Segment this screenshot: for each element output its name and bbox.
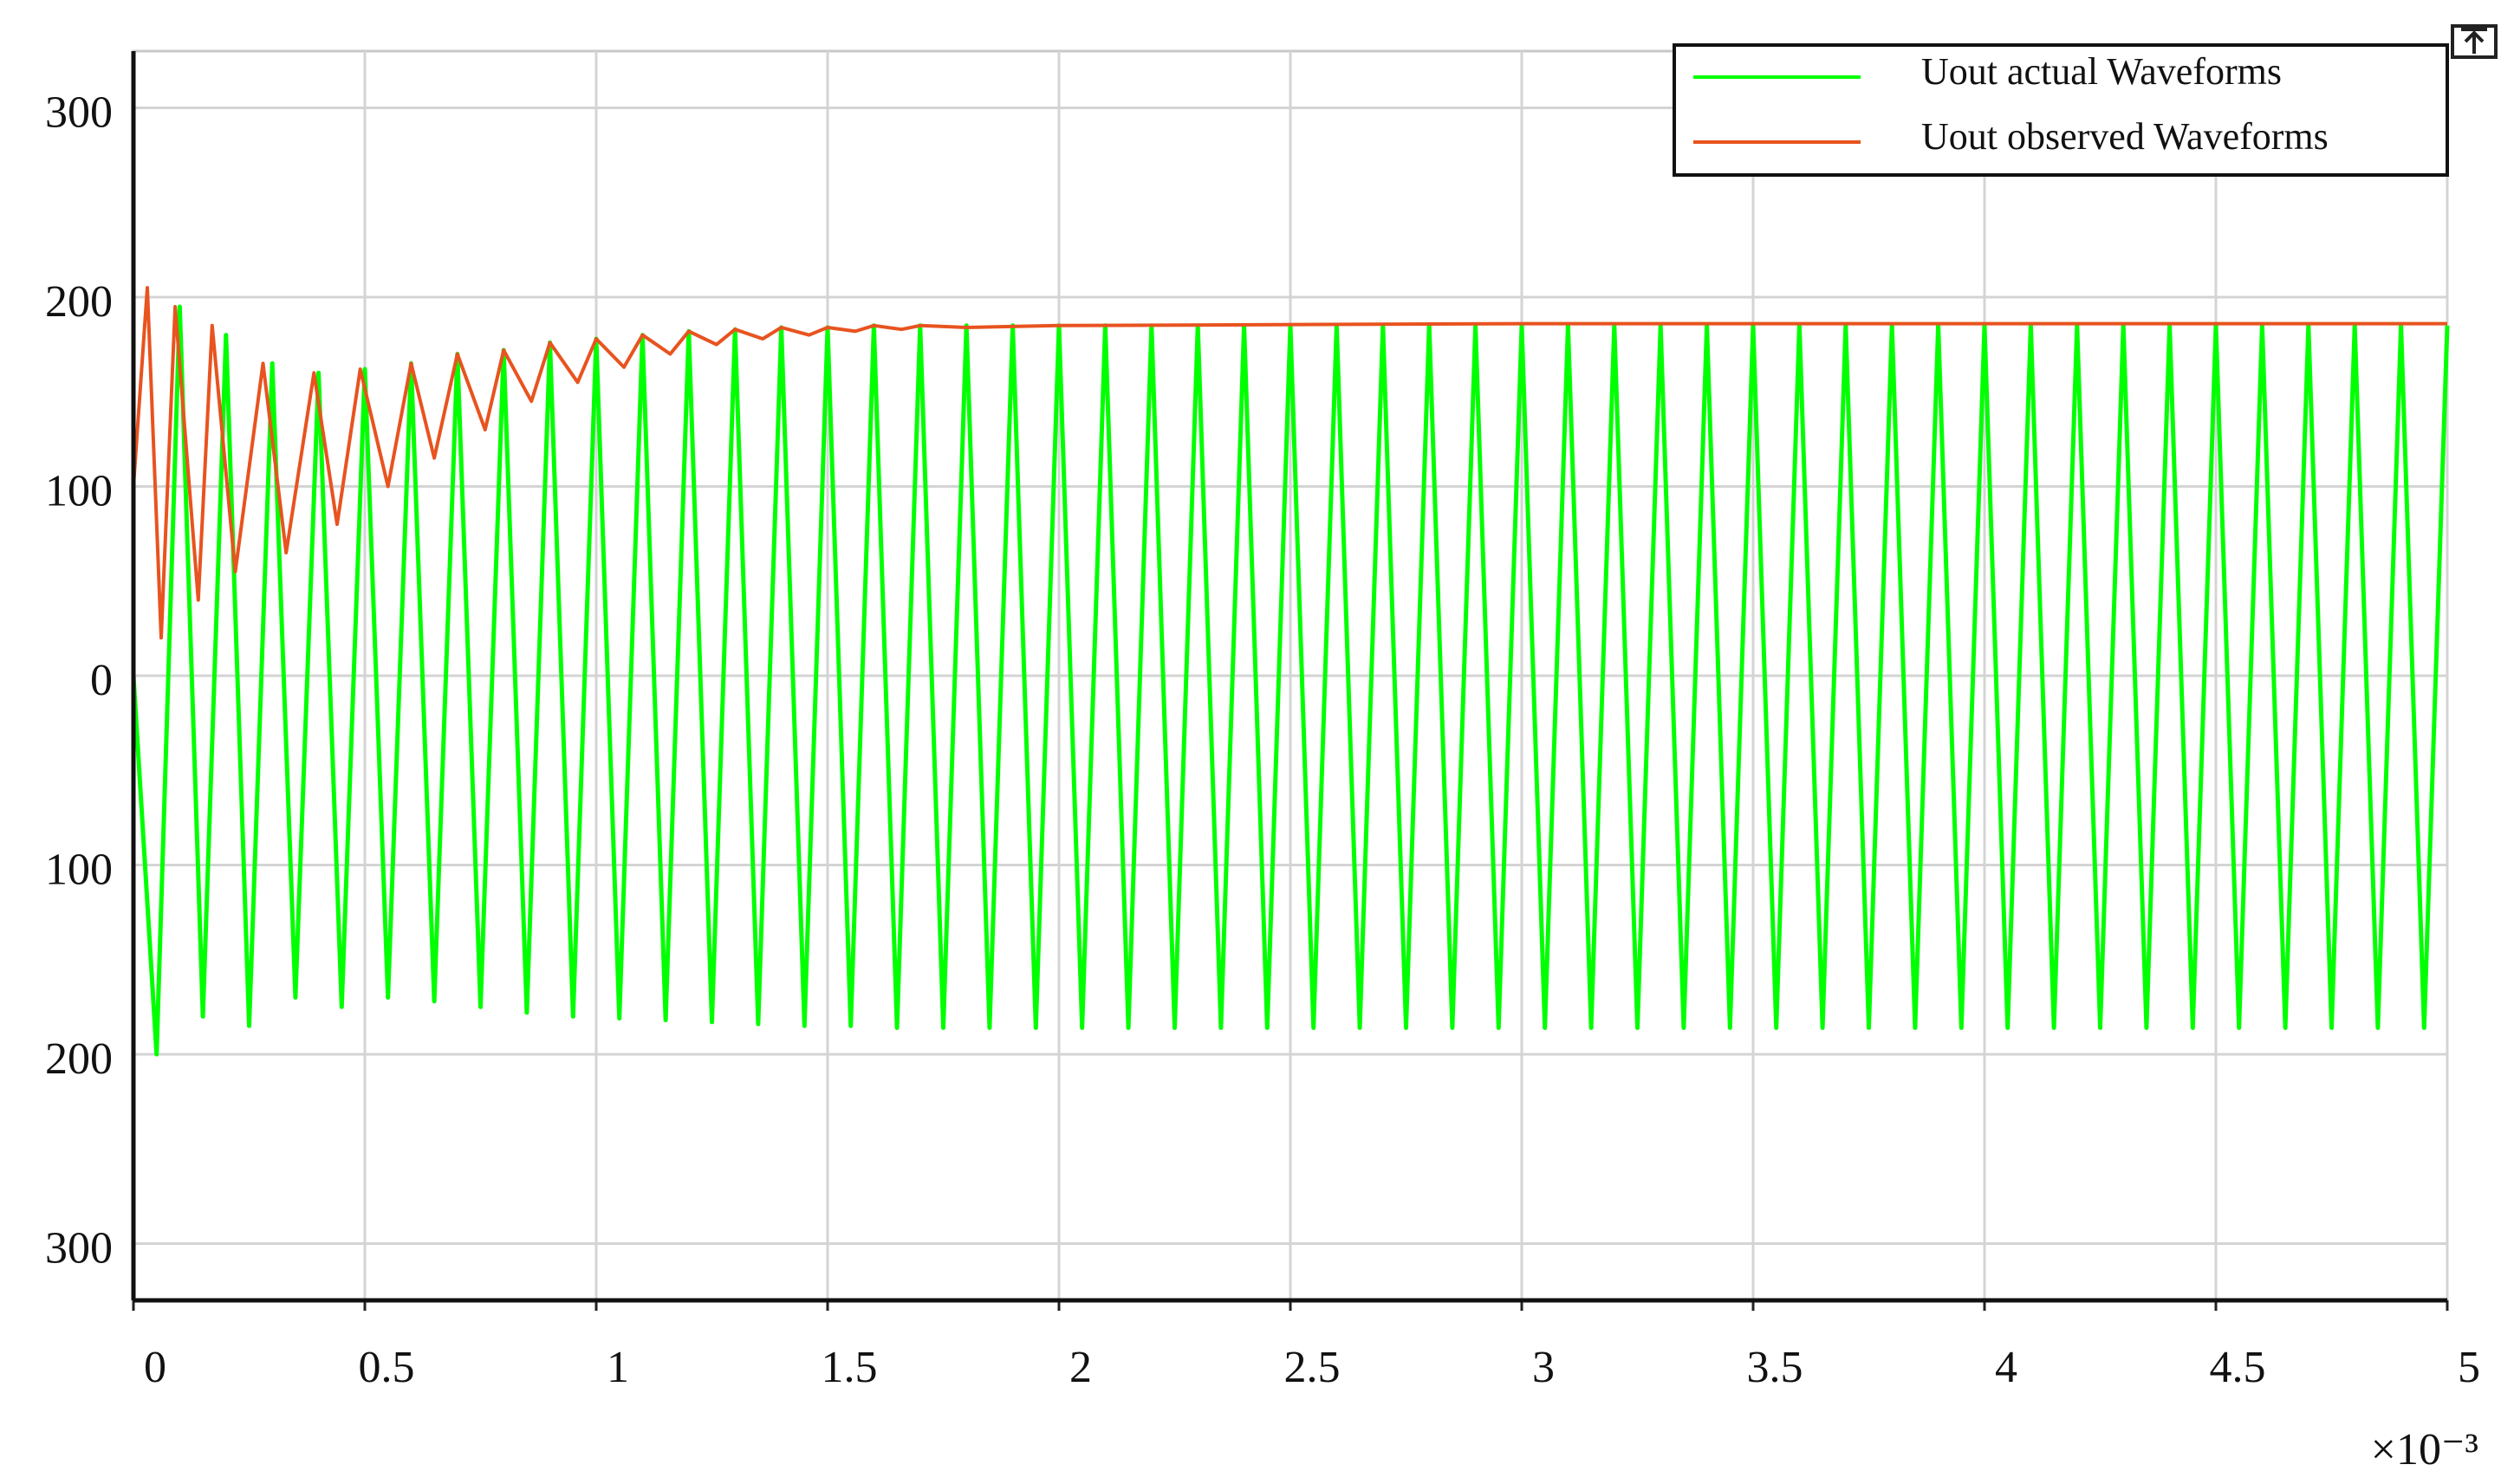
x-tick-label: 0.5	[359, 1343, 415, 1392]
x-tick-label: 0	[144, 1343, 166, 1392]
x-tick-label: 4	[1995, 1343, 2017, 1392]
y-tick-label: 0	[90, 656, 113, 705]
y-tick-label: 300	[45, 87, 113, 137]
x-tick-label: 2.5	[1284, 1343, 1341, 1392]
x-multiplier: ×10⁻³	[2371, 1425, 2478, 1474]
y-tick-label: 100	[45, 845, 113, 894]
x-tick-label: 5	[2458, 1343, 2480, 1392]
y-tick-label: 100	[45, 466, 113, 515]
y-tick-label: 300	[45, 1223, 113, 1273]
corner-icon	[2451, 24, 2498, 59]
x-tick-label: 3	[1532, 1343, 1555, 1392]
legend: Uout actual Waveforms Uout observed Wavef…	[1673, 43, 2449, 177]
y-tick-label: 200	[45, 277, 113, 327]
y-tick-label: 200	[45, 1034, 113, 1084]
x-tick-label: 3.5	[1747, 1343, 1803, 1392]
x-tick-label: 1.5	[822, 1343, 878, 1392]
x-tick-label: 1	[607, 1343, 629, 1392]
x-tick-label: 4.5	[2210, 1343, 2266, 1392]
x-tick-label: 2	[1069, 1343, 1092, 1392]
legend-box	[1673, 43, 2449, 177]
series-line	[132, 286, 2447, 640]
legend-label: Uout actual Waveforms	[1921, 50, 2282, 93]
legend-label: Uout observed Waveforms	[1921, 115, 2329, 158]
